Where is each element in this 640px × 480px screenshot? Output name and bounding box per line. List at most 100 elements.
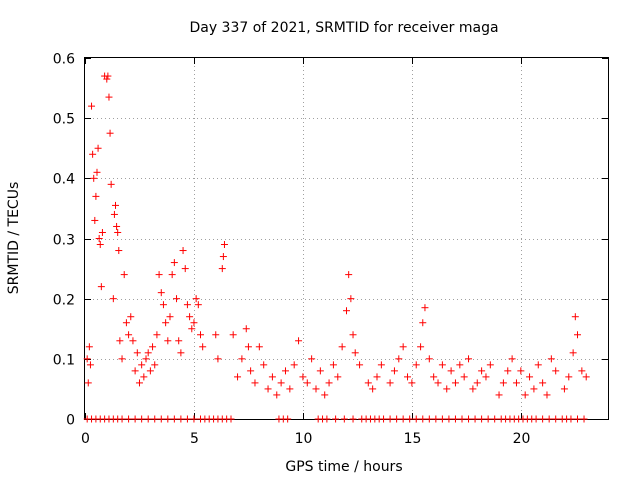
- data-point: [408, 379, 416, 387]
- data-point: [194, 301, 202, 309]
- data-point: [97, 283, 105, 291]
- data-point: [277, 379, 285, 387]
- data-point: [290, 361, 298, 369]
- data-point: [369, 385, 377, 393]
- data-point: [186, 313, 194, 321]
- data-point: [268, 373, 276, 381]
- plot-frame: [84, 57, 609, 420]
- baseline-point: [419, 415, 427, 423]
- x-axis-label: GPS time / hours: [285, 459, 402, 475]
- x-tick-label: 5: [190, 431, 199, 447]
- baseline-point: [458, 415, 466, 423]
- baseline-point: [386, 415, 394, 423]
- data-point: [325, 379, 333, 387]
- data-point: [469, 385, 477, 393]
- data-point: [118, 355, 126, 363]
- data-point: [512, 379, 520, 387]
- data-point: [247, 367, 255, 375]
- baseline-point: [340, 415, 348, 423]
- data-point: [131, 367, 139, 375]
- data-point: [308, 355, 316, 363]
- data-point: [347, 295, 355, 303]
- data-point: [343, 307, 350, 315]
- baseline-point: [118, 415, 126, 423]
- baseline-point: [332, 415, 340, 423]
- baseline-point: [425, 415, 433, 423]
- data-point: [543, 391, 551, 399]
- data-point: [109, 295, 117, 303]
- baseline-point: [144, 415, 152, 423]
- x-tick-labels: 0 5 10 15 20: [81, 431, 530, 447]
- x-tick-label: 20: [513, 431, 531, 447]
- baseline-point: [465, 415, 473, 423]
- baseline-point: [349, 415, 357, 423]
- data-point: [530, 385, 538, 393]
- data-point: [377, 361, 385, 369]
- data-point: [199, 343, 207, 351]
- data-point: [166, 313, 174, 321]
- data-point: [120, 271, 128, 279]
- data-point: [573, 331, 581, 339]
- data-point: [103, 75, 111, 83]
- data-point: [578, 367, 586, 375]
- data-point: [539, 379, 547, 387]
- data-point: [338, 343, 346, 351]
- data-point: [303, 379, 311, 387]
- data-point: [521, 391, 529, 399]
- data-point: [412, 361, 420, 369]
- data-point: [264, 385, 272, 393]
- data-point: [395, 355, 403, 363]
- data-point: [356, 361, 364, 369]
- x-tick-label: 0: [81, 431, 90, 447]
- data-point: [168, 271, 176, 279]
- baseline-point: [532, 415, 540, 423]
- data-point: [94, 144, 102, 152]
- data-point: [212, 331, 220, 339]
- y-tick-labels: 0 0.1 0.2 0.3 0.4 0.5 0.6: [53, 52, 75, 429]
- data-point: [390, 367, 398, 375]
- data-point: [295, 337, 303, 345]
- data-point: [321, 391, 329, 399]
- y-tick-label: 0.3: [53, 233, 75, 249]
- data-point: [465, 355, 473, 363]
- data-point: [473, 379, 481, 387]
- data-point: [447, 367, 455, 375]
- data-point: [234, 373, 242, 381]
- data-point: [140, 373, 148, 381]
- baseline-point: [125, 415, 133, 423]
- data-point: [84, 379, 92, 387]
- data-point: [571, 313, 579, 321]
- baseline-point: [170, 415, 178, 423]
- baseline-point: [412, 415, 420, 423]
- baseline-point: [491, 415, 499, 423]
- data-point: [104, 72, 112, 80]
- data-point: [192, 295, 200, 303]
- data-point: [113, 222, 121, 230]
- baseline-point: [471, 415, 479, 423]
- data-point: [188, 325, 196, 333]
- baseline-point: [406, 415, 414, 423]
- data-point: [508, 355, 516, 363]
- data-point: [112, 201, 120, 209]
- baseline-point: [484, 415, 492, 423]
- data-point: [329, 361, 337, 369]
- data-point: [135, 379, 143, 387]
- data-point: [478, 367, 486, 375]
- y-axis-label: SRMTID / TECUs: [6, 182, 22, 295]
- baseline-point: [284, 415, 292, 423]
- baseline-point: [131, 415, 139, 423]
- data-points: [83, 72, 590, 423]
- data-point: [281, 367, 289, 375]
- data-point: [386, 379, 394, 387]
- chart-title: Day 337 of 2021, SRMTID for receiver mag…: [189, 20, 498, 36]
- data-point: [251, 379, 259, 387]
- baseline-point: [567, 415, 575, 423]
- data-point: [196, 331, 204, 339]
- data-point: [552, 367, 560, 375]
- baseline-point: [177, 415, 185, 423]
- baseline-point: [399, 415, 407, 423]
- data-point: [170, 259, 178, 267]
- data-point: [214, 355, 222, 363]
- data-point: [92, 192, 100, 200]
